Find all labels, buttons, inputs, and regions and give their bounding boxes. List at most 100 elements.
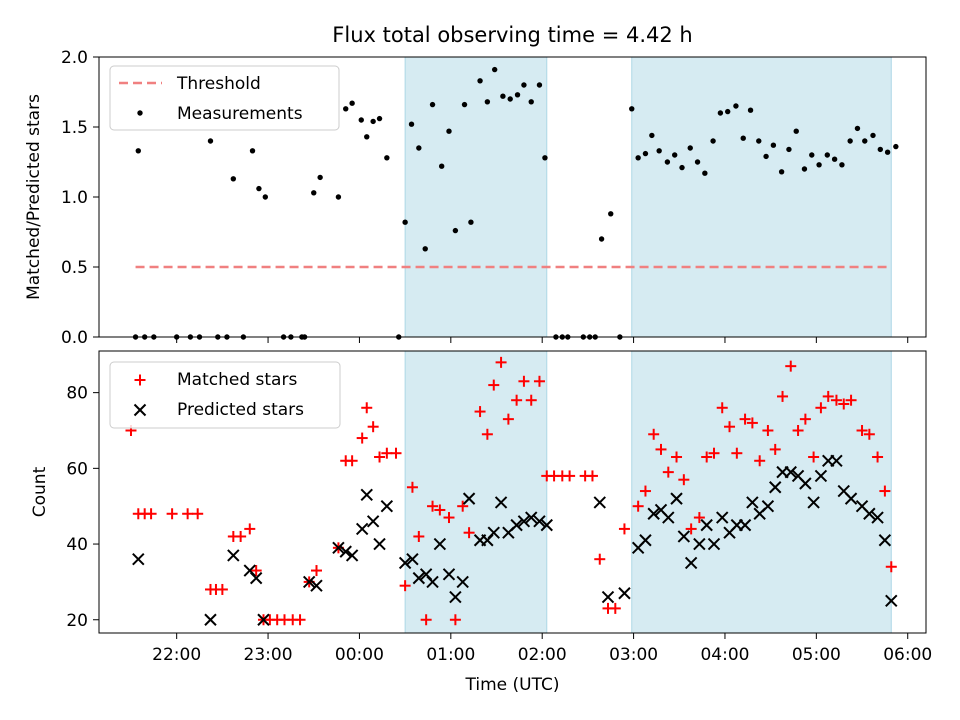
predicted-star-point xyxy=(360,488,373,502)
predicted-star-point xyxy=(540,518,553,532)
observing-intervals-top xyxy=(404,56,892,338)
matched-star-point xyxy=(457,500,469,512)
measurement-point xyxy=(725,108,731,115)
measurement-point xyxy=(679,164,685,171)
matched-star-point xyxy=(449,614,461,626)
measurement-point xyxy=(702,170,708,176)
count-y-ticks: 20 40 60 80 xyxy=(66,384,99,631)
matched-star-point xyxy=(367,421,379,433)
measurement-point xyxy=(349,100,355,106)
predicted-star-point xyxy=(249,571,263,585)
threshold-legend-label: Threshold xyxy=(176,74,261,94)
measurement-point xyxy=(747,107,754,113)
measurement-point xyxy=(717,110,724,116)
matched-legend-label: Matched stars xyxy=(177,370,297,390)
measurement-point xyxy=(528,99,534,105)
count-axes-frame xyxy=(98,350,927,634)
measurement-point xyxy=(402,219,408,225)
predicted-star-point xyxy=(662,511,675,524)
predicted-star-point xyxy=(426,575,439,589)
measurement-point xyxy=(831,156,838,162)
count-legend: Matched stars Predicted stars xyxy=(109,361,341,429)
measurement-point xyxy=(317,174,323,181)
measurement-point xyxy=(452,227,459,234)
predicted-star-point xyxy=(494,496,508,509)
matched-star-point xyxy=(872,451,884,463)
matched-star-point xyxy=(192,508,204,520)
matched-star-point xyxy=(481,428,493,440)
predicted-star-point xyxy=(310,579,323,592)
measurement-point xyxy=(468,219,474,225)
predicted-legend-marker xyxy=(133,403,147,417)
predicted-star-point xyxy=(462,492,476,505)
predicted-star-point xyxy=(844,492,858,505)
measurements-legend-label: Measurements xyxy=(177,104,303,124)
predicted-star-point xyxy=(456,575,469,589)
measurement-point xyxy=(311,190,317,196)
predicted-star-point xyxy=(863,507,876,520)
observing-interval-2 xyxy=(631,56,892,338)
measurement-point xyxy=(877,146,884,153)
matched-star-point xyxy=(518,375,530,387)
y-tick-label: 2.0 xyxy=(61,48,88,68)
observing-interval-2 xyxy=(631,350,892,634)
matched-star-point xyxy=(374,451,386,463)
matched-star-point xyxy=(863,428,875,440)
count-legend-box xyxy=(109,361,341,429)
matched-star-point xyxy=(463,527,475,539)
measurement-point xyxy=(484,99,491,105)
measurement-point xyxy=(364,134,370,140)
predicted-star-point xyxy=(302,575,316,589)
y-tick-label: 80 xyxy=(66,384,88,404)
measurements-legend-swatch xyxy=(137,110,143,116)
measurement-point xyxy=(756,138,762,144)
predicted-star-point xyxy=(433,537,447,551)
x-tick-label: 03:00 xyxy=(609,645,658,665)
matched-star-point xyxy=(216,583,228,595)
matched-star-point xyxy=(662,466,674,478)
ratio-y-ticks: 0.0 0.5 1.0 1.5 2.0 xyxy=(61,48,99,348)
measurement-point xyxy=(230,176,237,182)
matched-star-point xyxy=(235,530,247,542)
matched-star-point xyxy=(474,406,486,418)
measurement-point xyxy=(778,169,785,175)
measurement-point xyxy=(733,103,739,109)
y-tick-label: 20 xyxy=(66,611,88,631)
x-tick-label: 05:00 xyxy=(792,645,841,665)
predicted-star-point xyxy=(700,518,713,532)
predicted-star-point xyxy=(398,556,412,570)
matched-star-point xyxy=(495,356,507,368)
predicted-star-point xyxy=(412,571,426,585)
predicted-star-point xyxy=(746,496,759,509)
measurement-point xyxy=(893,143,899,150)
matched-star-point xyxy=(693,512,705,524)
measurement-point xyxy=(370,118,376,125)
predicted-legend-label: Predicted stars xyxy=(177,400,304,420)
predicted-star-point xyxy=(339,545,352,558)
matched-star-point xyxy=(678,474,690,486)
matched-star-point xyxy=(361,402,373,414)
predicted-star-point xyxy=(601,590,615,604)
matched-star-point xyxy=(785,360,797,372)
measurement-point xyxy=(262,194,269,200)
predicted-star-point xyxy=(510,518,523,532)
predicted-star-point xyxy=(814,469,828,483)
measurement-point xyxy=(542,155,548,161)
matched-star-point xyxy=(716,402,728,414)
x-tick-label: 06:00 xyxy=(883,645,932,665)
measurement-point xyxy=(824,152,831,158)
predicted-star-point xyxy=(707,537,721,551)
matched-star-point xyxy=(754,455,766,467)
measurement-point xyxy=(687,145,693,151)
measurement-points xyxy=(132,66,899,340)
matched-star-point xyxy=(427,500,439,512)
measurement-point xyxy=(816,162,822,168)
x-tick-label: 01:00 xyxy=(426,645,475,665)
x-tick-label: 22:00 xyxy=(152,645,201,665)
predicted-star-point xyxy=(830,454,843,467)
predicted-star-point xyxy=(885,594,898,608)
matched-star-point xyxy=(618,523,630,535)
measurement-point xyxy=(870,132,876,139)
predicted-star-point xyxy=(769,481,782,494)
